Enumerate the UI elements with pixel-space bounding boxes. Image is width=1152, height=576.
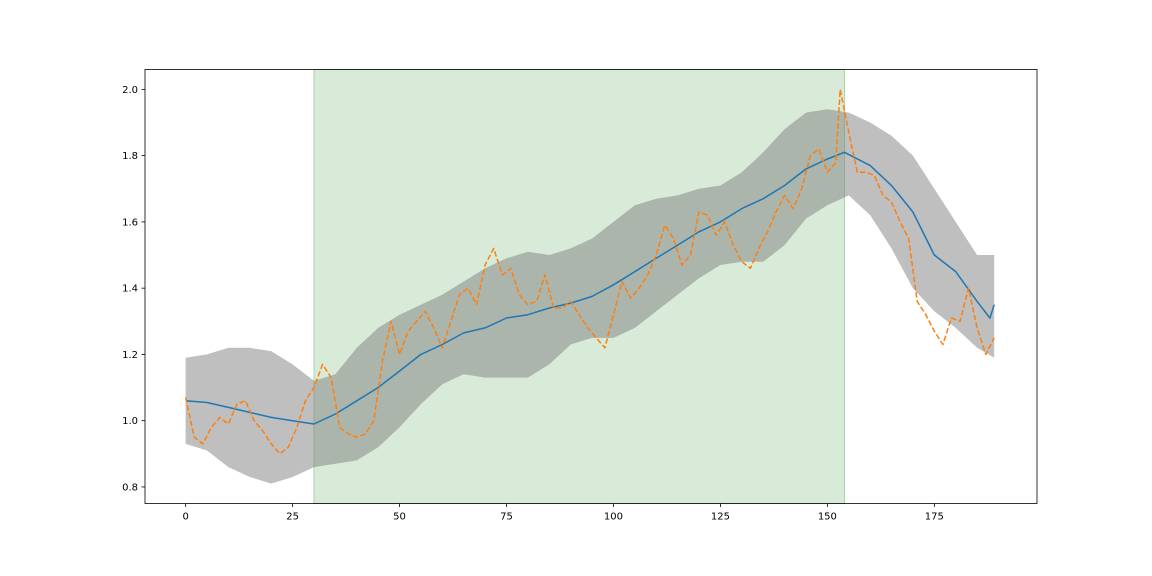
x-tick-label: 50	[393, 512, 406, 523]
x-tick-label: 150	[818, 512, 837, 523]
x-tick-label: 100	[604, 512, 623, 523]
y-tick-label: 1.8	[122, 151, 138, 162]
x-axis: 0 25 50 75 100 125 150 175	[182, 503, 944, 523]
series-line-1	[185, 151, 995, 425]
x-tick-label: 175	[925, 512, 944, 523]
y-tick-label: 1.0	[122, 416, 138, 427]
y-tick-label: 2.0	[122, 85, 138, 96]
x-tick-label: 75	[500, 512, 513, 523]
x-tick-label: 0	[182, 512, 188, 523]
y-axis: 0.8 1.0 1.2 1.4 1.6 1.8 2.0	[122, 85, 145, 493]
x-tick-label: 125	[711, 512, 730, 523]
x-tick-label: 25	[286, 512, 299, 523]
series-line-2	[184, 88, 995, 455]
plot-area	[184, 69, 995, 504]
y-tick-label: 1.4	[122, 284, 138, 295]
y-tick-label: 1.6	[122, 217, 138, 228]
y-tick-label: 1.2	[122, 350, 138, 361]
axes-frame	[144, 69, 1038, 504]
y-tick-label: 0.8	[122, 482, 138, 493]
